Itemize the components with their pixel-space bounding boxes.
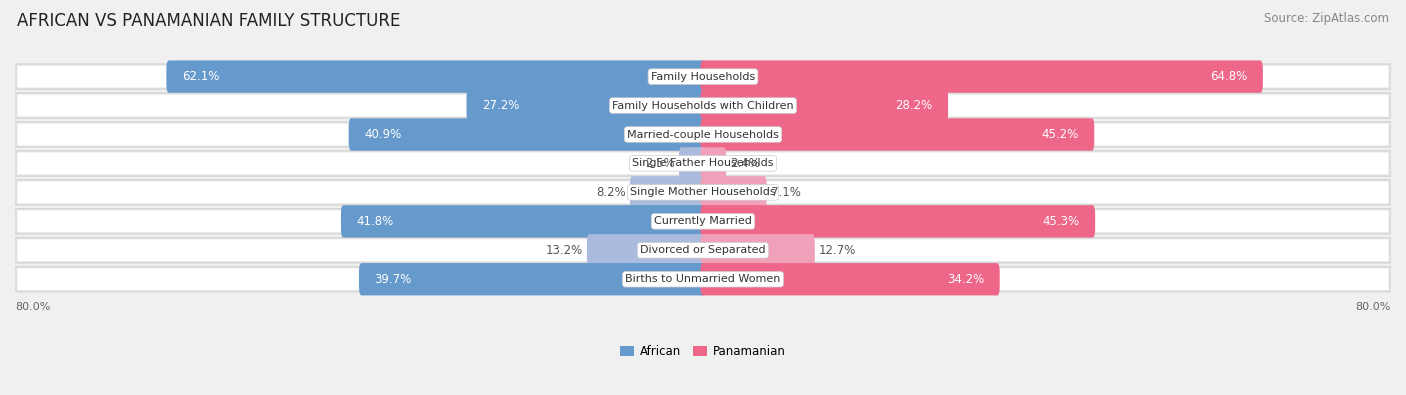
FancyBboxPatch shape	[15, 237, 1391, 263]
FancyBboxPatch shape	[586, 234, 706, 267]
Text: 45.2%: 45.2%	[1042, 128, 1078, 141]
FancyBboxPatch shape	[359, 263, 706, 295]
Text: Currently Married: Currently Married	[654, 216, 752, 226]
FancyBboxPatch shape	[15, 93, 1391, 118]
FancyBboxPatch shape	[17, 211, 1389, 232]
Text: Family Households: Family Households	[651, 71, 755, 82]
FancyBboxPatch shape	[17, 94, 1389, 117]
FancyBboxPatch shape	[17, 152, 1389, 175]
Text: 2.5%: 2.5%	[645, 157, 675, 170]
Text: 45.3%: 45.3%	[1043, 215, 1080, 228]
FancyBboxPatch shape	[630, 176, 706, 209]
FancyBboxPatch shape	[15, 151, 1391, 176]
FancyBboxPatch shape	[700, 89, 948, 122]
FancyBboxPatch shape	[700, 60, 1263, 93]
FancyBboxPatch shape	[17, 268, 1389, 290]
FancyBboxPatch shape	[15, 180, 1391, 205]
Text: Source: ZipAtlas.com: Source: ZipAtlas.com	[1264, 12, 1389, 25]
Text: 2.4%: 2.4%	[731, 157, 761, 170]
FancyBboxPatch shape	[340, 205, 706, 237]
FancyBboxPatch shape	[700, 234, 815, 267]
Text: Births to Unmarried Women: Births to Unmarried Women	[626, 274, 780, 284]
Text: 80.0%: 80.0%	[15, 302, 51, 312]
Text: Single Mother Households: Single Mother Households	[630, 187, 776, 198]
Text: 28.2%: 28.2%	[896, 99, 932, 112]
Text: 8.2%: 8.2%	[596, 186, 626, 199]
Text: 34.2%: 34.2%	[948, 273, 984, 286]
Text: 27.2%: 27.2%	[482, 99, 519, 112]
FancyBboxPatch shape	[15, 267, 1391, 292]
Text: Married-couple Households: Married-couple Households	[627, 130, 779, 139]
FancyBboxPatch shape	[700, 205, 1095, 237]
FancyBboxPatch shape	[17, 124, 1389, 145]
FancyBboxPatch shape	[15, 64, 1391, 89]
FancyBboxPatch shape	[17, 181, 1389, 203]
Text: 7.1%: 7.1%	[770, 186, 801, 199]
Text: 13.2%: 13.2%	[546, 244, 582, 257]
FancyBboxPatch shape	[467, 89, 706, 122]
Text: 62.1%: 62.1%	[181, 70, 219, 83]
FancyBboxPatch shape	[349, 118, 706, 150]
Text: AFRICAN VS PANAMANIAN FAMILY STRUCTURE: AFRICAN VS PANAMANIAN FAMILY STRUCTURE	[17, 12, 401, 30]
FancyBboxPatch shape	[17, 239, 1389, 261]
FancyBboxPatch shape	[15, 209, 1391, 234]
Text: Family Households with Children: Family Households with Children	[612, 101, 794, 111]
FancyBboxPatch shape	[700, 118, 1094, 150]
FancyBboxPatch shape	[700, 263, 1000, 295]
Text: 40.9%: 40.9%	[364, 128, 401, 141]
Text: 64.8%: 64.8%	[1211, 70, 1247, 83]
Text: Divorced or Separated: Divorced or Separated	[640, 245, 766, 255]
Text: 41.8%: 41.8%	[356, 215, 394, 228]
FancyBboxPatch shape	[679, 147, 706, 180]
FancyBboxPatch shape	[700, 176, 766, 209]
FancyBboxPatch shape	[166, 60, 706, 93]
FancyBboxPatch shape	[15, 122, 1391, 147]
FancyBboxPatch shape	[17, 66, 1389, 88]
FancyBboxPatch shape	[700, 147, 727, 180]
Text: 39.7%: 39.7%	[374, 273, 412, 286]
Text: 80.0%: 80.0%	[1355, 302, 1391, 312]
Legend: African, Panamanian: African, Panamanian	[616, 340, 790, 363]
Text: 12.7%: 12.7%	[820, 244, 856, 257]
Text: Single Father Households: Single Father Households	[633, 158, 773, 168]
